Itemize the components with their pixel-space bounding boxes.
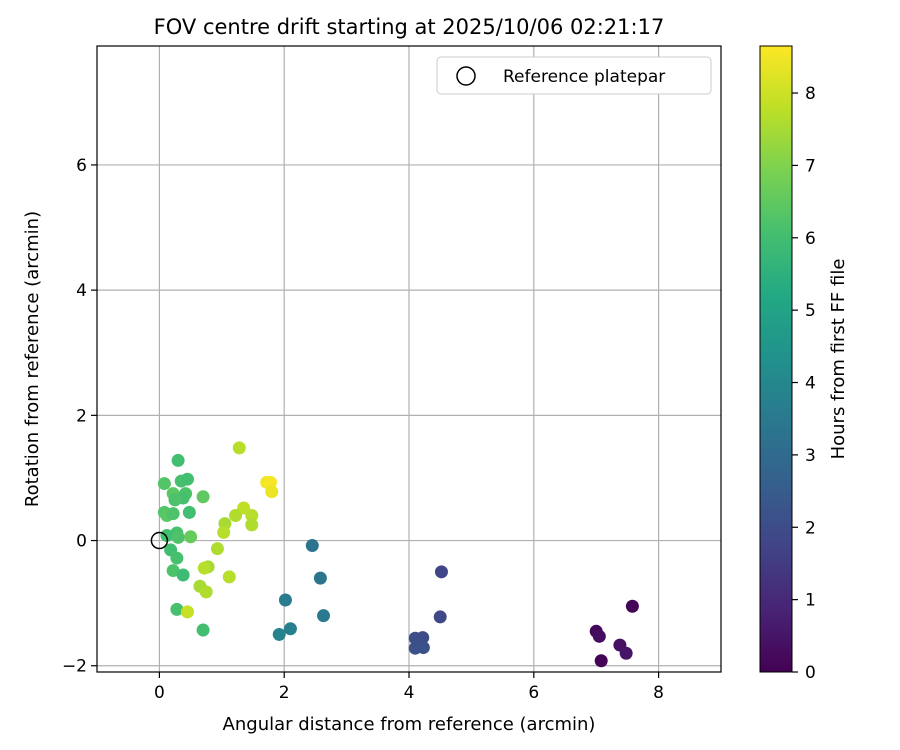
colorbar: 0 1 2 3 4 5 6 7 8 Hours from first FF file xyxy=(759,45,849,683)
colorbar-tick-label: 3 xyxy=(805,446,816,466)
legend: Reference platepar xyxy=(436,56,712,95)
data-point xyxy=(272,627,286,641)
y-tick-label: 4 xyxy=(76,281,87,301)
colorbar-tick-label: 0 xyxy=(805,663,816,683)
colorbar-tick-label: 8 xyxy=(805,84,816,104)
data-point xyxy=(217,525,231,539)
legend-marker-reference xyxy=(456,66,476,86)
data-point xyxy=(176,568,190,582)
data-point xyxy=(168,493,182,507)
legend-label-reference: Reference platepar xyxy=(503,67,665,87)
x-tick-label: 6 xyxy=(528,683,539,703)
data-point xyxy=(196,490,210,504)
data-point xyxy=(171,453,185,467)
data-point xyxy=(283,622,297,636)
data-point xyxy=(278,593,292,607)
data-point xyxy=(434,565,448,579)
colorbar-tick-label: 4 xyxy=(805,374,816,394)
data-point xyxy=(619,646,633,660)
data-point xyxy=(229,509,243,522)
y-tick-label: 0 xyxy=(76,532,87,552)
data-point xyxy=(180,605,194,619)
x-axis-ticks: 0 2 4 6 8 xyxy=(154,672,664,703)
data-point xyxy=(157,477,171,491)
colorbar-label: Hours from first FF file xyxy=(828,259,849,460)
data-point xyxy=(197,561,211,575)
data-point xyxy=(171,530,185,544)
data-point xyxy=(594,654,608,668)
colorbar-tick-label: 7 xyxy=(805,156,816,176)
data-point xyxy=(592,629,606,643)
data-point xyxy=(433,610,447,624)
x-tick-label: 0 xyxy=(154,683,165,703)
colorbar-tick-label: 1 xyxy=(805,591,816,611)
colorbar-tick-label: 5 xyxy=(805,301,816,321)
data-point xyxy=(245,509,259,522)
data-point xyxy=(265,485,279,499)
x-tick-label: 4 xyxy=(404,683,415,703)
data-point xyxy=(408,631,422,645)
data-point xyxy=(184,530,198,544)
data-point xyxy=(170,602,184,616)
colorbar-tick-label: 2 xyxy=(805,518,816,538)
data-point xyxy=(199,585,213,599)
data-point xyxy=(317,609,331,623)
x-tick-label: 2 xyxy=(279,683,290,703)
data-point xyxy=(210,542,224,556)
data-point xyxy=(166,507,180,521)
data-point xyxy=(313,571,327,585)
data-point xyxy=(305,539,319,553)
x-axis-label: Angular distance from reference (arcmin) xyxy=(223,714,596,735)
data-point xyxy=(625,599,639,613)
y-tick-label: −2 xyxy=(62,657,87,677)
y-tick-label: 2 xyxy=(76,406,87,426)
reference-marker xyxy=(150,531,169,550)
colorbar-tick-label: 6 xyxy=(805,229,816,249)
colorbar-ticks: 0 1 2 3 4 5 6 7 8 xyxy=(792,84,816,683)
data-points xyxy=(157,441,639,668)
chart-title: FOV centre drift starting at 2025/10/06 … xyxy=(154,15,665,39)
y-tick-label: 6 xyxy=(76,156,87,176)
data-point xyxy=(416,641,430,655)
data-point xyxy=(180,472,194,486)
x-tick-label: 8 xyxy=(653,683,664,703)
data-point xyxy=(182,505,196,519)
colorbar-gradient xyxy=(759,45,793,673)
data-point xyxy=(196,623,210,637)
data-point xyxy=(160,529,174,543)
data-point xyxy=(232,441,246,455)
y-axis-ticks: −2 0 2 4 6 xyxy=(62,156,97,677)
data-point xyxy=(222,570,236,584)
data-point xyxy=(245,518,259,532)
y-axis-label: Rotation from reference (arcmin) xyxy=(22,211,43,507)
grid-lines xyxy=(97,46,721,672)
data-point xyxy=(166,564,180,578)
legend-box xyxy=(436,56,712,95)
data-point xyxy=(170,551,184,565)
